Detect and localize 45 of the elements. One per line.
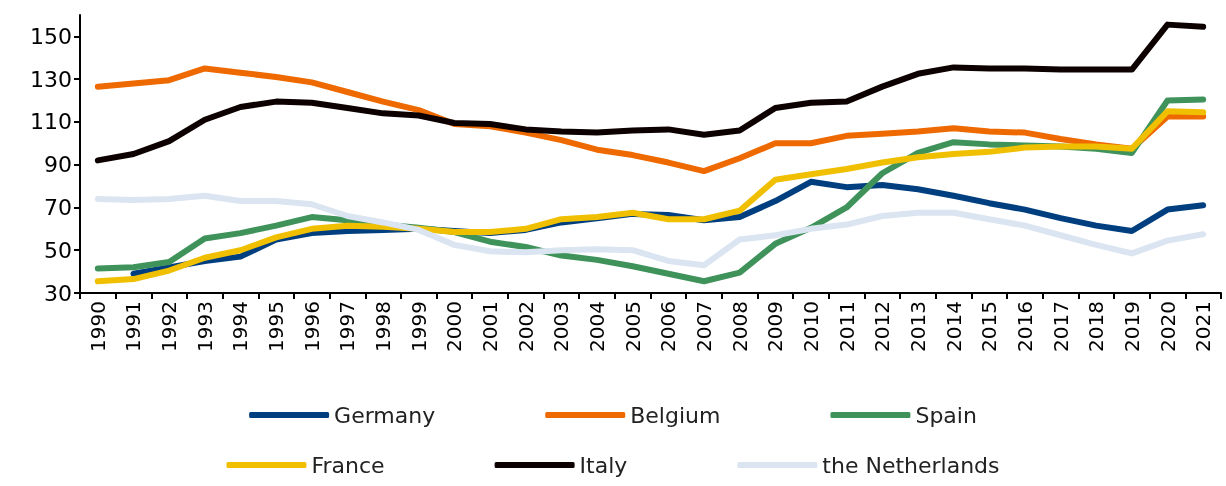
x-tick-label: 2008 [727, 301, 752, 352]
x-tick-label: 1995 [264, 301, 289, 352]
x-tick-label: 2006 [656, 301, 681, 352]
x-tick-label: 2004 [585, 301, 610, 352]
x-tick-label: 2010 [798, 301, 823, 352]
legend-label: France [311, 452, 385, 478]
x-tick-label: 1992 [157, 301, 182, 352]
x-tick-label: 2001 [478, 301, 503, 352]
x-tick-label: 2015 [977, 301, 1002, 352]
x-tick-label: 1994 [228, 301, 253, 352]
x-tick-label: 2011 [834, 301, 859, 352]
x-tick-label: 1999 [406, 301, 431, 352]
x-tick-label: 2021 [1191, 301, 1216, 352]
x-tick-label: 2005 [620, 301, 645, 352]
x-tick-label: 1997 [335, 301, 360, 352]
x-tick-label: 2018 [1084, 301, 1109, 352]
y-tick-label: 150 [30, 23, 72, 49]
x-tick-label: 1996 [299, 301, 324, 352]
y-tick-label: 50 [44, 237, 72, 263]
x-tick-label: 2016 [1012, 301, 1037, 352]
x-tick-label: 2002 [513, 301, 538, 352]
legend-label: Italy [579, 452, 628, 478]
x-tick-label: 2019 [1119, 301, 1144, 352]
x-tick-label: 2017 [1048, 301, 1073, 352]
y-tick-label: 30 [44, 280, 72, 306]
x-tick-label: 1990 [85, 301, 110, 352]
y-tick-label: 70 [44, 194, 72, 220]
x-tick-label: 2013 [905, 301, 930, 352]
legend-label: Spain [915, 402, 977, 428]
legend-label: Germany [334, 402, 436, 428]
x-tick-label: 1998 [371, 301, 396, 352]
x-tick-label: 2007 [691, 301, 716, 352]
legend-label: Belgium [630, 402, 721, 428]
y-tick-label: 130 [30, 66, 72, 92]
x-tick-label: 2014 [941, 301, 966, 352]
x-tick-label: 1991 [121, 301, 146, 352]
y-tick-label: 110 [30, 109, 72, 135]
x-tick-label: 2000 [442, 301, 467, 352]
y-tick-label: 90 [44, 152, 72, 178]
legend-label: the Netherlands [822, 452, 1000, 478]
x-tick-label: 2012 [870, 301, 895, 352]
x-tick-label: 2003 [549, 301, 574, 352]
x-tick-label: 1993 [192, 301, 217, 352]
x-tick-label: 2009 [763, 301, 788, 352]
x-tick-label: 2020 [1155, 301, 1180, 352]
